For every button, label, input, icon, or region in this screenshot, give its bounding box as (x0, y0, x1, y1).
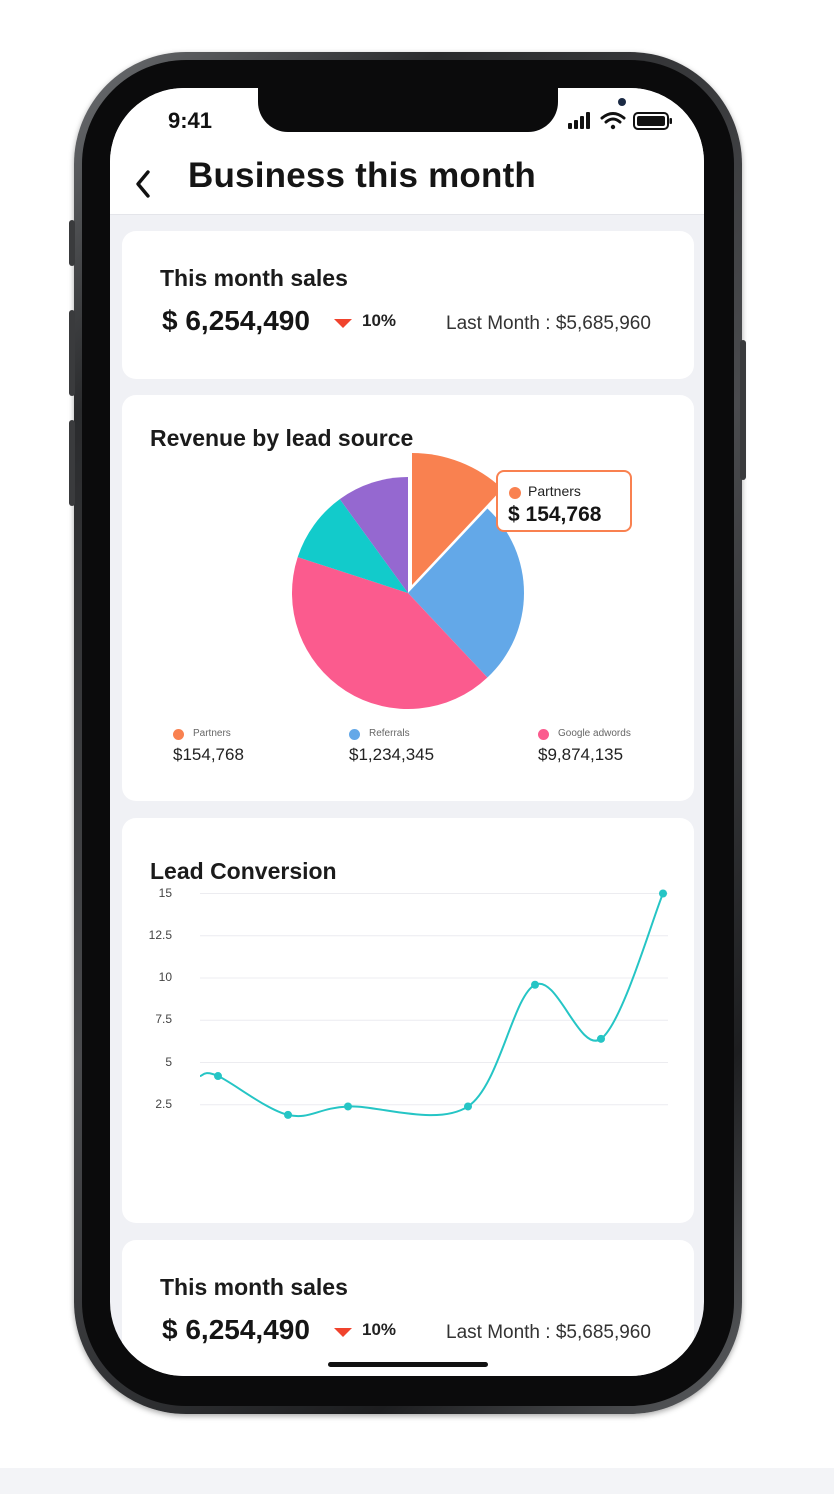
home-indicator[interactable] (328, 1362, 488, 1367)
data-point[interactable] (597, 1034, 605, 1043)
sales-amount: $ 6,254,490 (162, 1314, 310, 1345)
status-time: 9:41 (168, 108, 213, 133)
pie-slice-4[interactable] (339, 477, 408, 593)
y-tick-label: 15 (158, 885, 172, 900)
status-icons (568, 112, 672, 130)
back-chevron-icon[interactable] (124, 158, 164, 198)
wifi-icon (600, 112, 626, 130)
page-title: Business this month (188, 156, 537, 195)
floor-shadow (0, 1468, 834, 1494)
tooltip-label: Partners (528, 483, 581, 499)
legend-value: $1,234,345 (349, 745, 435, 764)
data-point[interactable] (284, 1110, 292, 1119)
legend-label: Google adwords (558, 728, 631, 739)
revenue-card: Revenue by lead source Partners $ 154,76… (122, 395, 694, 801)
down-arrow-icon (334, 1328, 352, 1337)
legend-label: Referrals (369, 728, 410, 739)
front-camera (618, 98, 626, 106)
data-point[interactable] (531, 980, 539, 989)
sales-change: 10% (362, 1320, 397, 1339)
status-bar: 9:41 (110, 88, 704, 148)
notch (258, 88, 626, 132)
last-month-value: Last Month : $5,685,960 (446, 313, 651, 334)
volume-up-button (69, 310, 75, 396)
last-month-value: Last Month : $5,685,960 (446, 1322, 651, 1343)
tooltip-dot (509, 487, 521, 499)
legend-label: Partners (193, 728, 231, 739)
partners-tooltip: Partners $ 154,768 (496, 470, 632, 532)
legend-value: $154,768 (173, 745, 244, 764)
volume-down-button (69, 420, 75, 506)
data-point[interactable] (214, 1072, 222, 1081)
down-arrow-icon (334, 319, 352, 328)
series-line (199, 893, 664, 1118)
power-button (740, 340, 746, 480)
sales-card-title: This month sales (160, 1274, 348, 1300)
mute-switch (69, 220, 75, 266)
pie-slice-google-adwords[interactable] (292, 557, 488, 709)
y-tick-label: 2.5 (155, 1096, 172, 1111)
y-tick-label: 10 (158, 970, 172, 984)
battery-icon (633, 112, 672, 130)
sales-card-title: This month sales (160, 265, 348, 291)
legend-dot (538, 729, 549, 740)
tooltip-value: $ 154,768 (508, 503, 602, 526)
revenue-card-title: Revenue by lead source (150, 425, 414, 451)
phone-screen: 9:41 Business this (110, 88, 704, 1376)
pie-slice-referrals[interactable] (408, 508, 524, 678)
cellular-signal-icon (568, 112, 590, 129)
data-point[interactable] (344, 1102, 352, 1111)
lead-conversion-card: Lead Conversion 2.5 5 7.5 10 12.5 15 (122, 818, 694, 1223)
y-tick-label: 7.5 (155, 1012, 172, 1027)
legend-dot (173, 729, 184, 740)
lead-conversion-line-chart (199, 889, 668, 1119)
data-point[interactable] (464, 1102, 472, 1111)
y-tick-label: 12.5 (148, 927, 172, 942)
data-point[interactable] (659, 889, 667, 898)
legend-value: $9,874,135 (538, 745, 624, 764)
sales-card[interactable]: This month sales $ 6,254,490 10% Last Mo… (122, 231, 694, 379)
legend-dot (349, 729, 360, 740)
sales-change: 10% (362, 311, 397, 330)
lead-card-title: Lead Conversion (150, 858, 337, 884)
pie-slice-3[interactable] (297, 499, 408, 593)
y-tick-label: 5 (165, 1054, 172, 1069)
revenue-pie-chart (292, 453, 524, 709)
pie-slice-partners[interactable] (412, 453, 503, 585)
navigation-bar: Business this month (110, 148, 704, 215)
sales-card-repeat[interactable]: This month sales $ 6,254,490 10% Last Mo… (122, 1240, 694, 1376)
sales-amount: $ 6,254,490 (162, 305, 310, 336)
